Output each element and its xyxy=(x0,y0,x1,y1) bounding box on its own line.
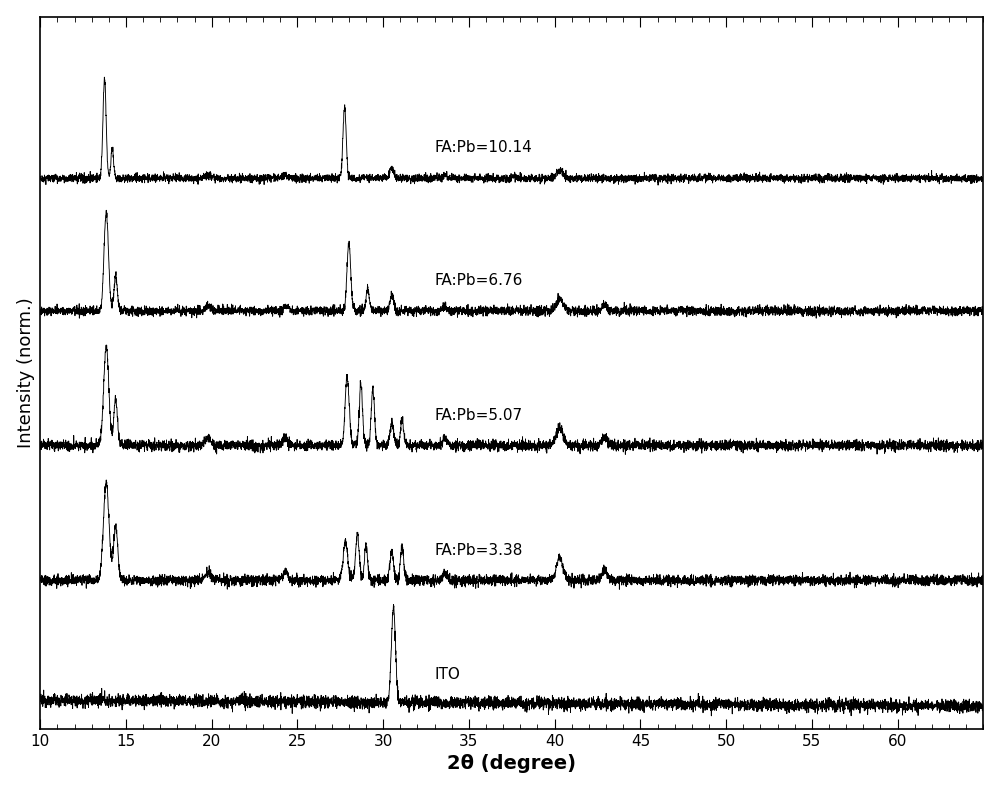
Text: FA:Pb=6.76: FA:Pb=6.76 xyxy=(435,273,523,288)
Text: FA:Pb=3.38: FA:Pb=3.38 xyxy=(435,543,523,558)
Text: FA:Pb=10.14: FA:Pb=10.14 xyxy=(435,140,532,155)
Y-axis label: Intensity (norm.): Intensity (norm.) xyxy=(17,297,35,448)
X-axis label: 2θ (degree): 2θ (degree) xyxy=(447,754,576,773)
Text: ITO: ITO xyxy=(435,668,460,683)
Text: FA:Pb=5.07: FA:Pb=5.07 xyxy=(435,408,523,423)
